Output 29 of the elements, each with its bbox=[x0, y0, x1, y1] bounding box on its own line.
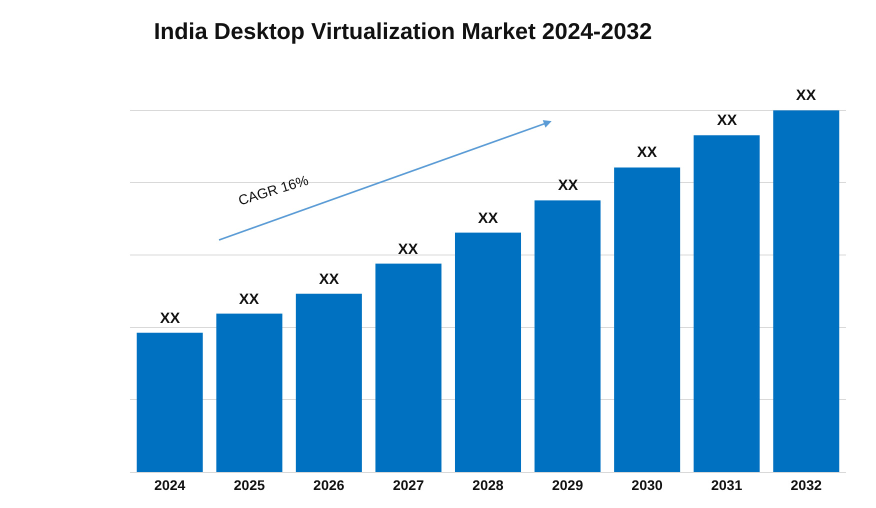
annotation: XX bbox=[478, 210, 498, 227]
annotation: XX bbox=[319, 271, 340, 288]
annotation: XX bbox=[398, 241, 418, 258]
bar bbox=[296, 294, 362, 472]
bar bbox=[216, 314, 282, 472]
bar bbox=[454, 232, 522, 472]
annotation: XX bbox=[239, 291, 260, 308]
annotation: XX bbox=[558, 177, 578, 194]
x-tick-label: 2024 bbox=[154, 476, 186, 493]
annotation: XX bbox=[160, 310, 180, 327]
x-tick-label: 2026 bbox=[313, 476, 345, 493]
x-tick-label: 2028 bbox=[472, 476, 504, 493]
annotation: XX bbox=[796, 87, 816, 104]
bar bbox=[773, 110, 840, 472]
bar bbox=[375, 264, 442, 472]
x-tick-label: 2031 bbox=[711, 476, 742, 493]
annotation: XX bbox=[637, 144, 658, 161]
annotation: XX bbox=[717, 112, 738, 129]
bar bbox=[614, 167, 680, 472]
bar bbox=[534, 200, 601, 472]
bar bbox=[694, 135, 760, 472]
x-tick-label: 2029 bbox=[552, 476, 584, 493]
bar bbox=[136, 332, 203, 472]
chart-title: India Desktop Virtualization Market 2024-2032 bbox=[154, 18, 652, 44]
x-tick-label: 2030 bbox=[632, 476, 663, 493]
x-tick-label: 2027 bbox=[392, 476, 424, 493]
x-tick-label: 2025 bbox=[234, 476, 266, 493]
x-tick-label: 2032 bbox=[790, 476, 822, 493]
annotation: CAGR 16% bbox=[236, 172, 310, 208]
